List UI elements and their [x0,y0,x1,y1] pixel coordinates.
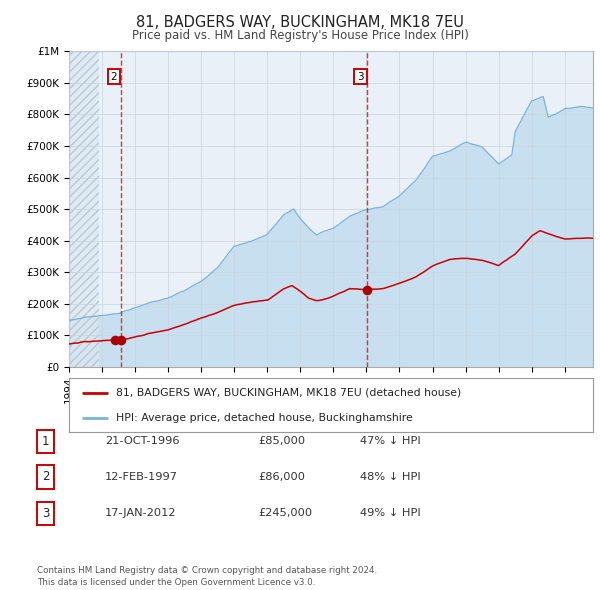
Text: 2: 2 [110,71,117,81]
Text: 81, BADGERS WAY, BUCKINGHAM, MK18 7EU (detached house): 81, BADGERS WAY, BUCKINGHAM, MK18 7EU (d… [116,388,461,398]
Text: 47% ↓ HPI: 47% ↓ HPI [360,437,421,446]
Text: 49% ↓ HPI: 49% ↓ HPI [360,509,421,518]
Text: HPI: Average price, detached house, Buckinghamshire: HPI: Average price, detached house, Buck… [116,414,413,423]
Text: Price paid vs. HM Land Registry's House Price Index (HPI): Price paid vs. HM Land Registry's House … [131,30,469,42]
Text: 81, BADGERS WAY, BUCKINGHAM, MK18 7EU: 81, BADGERS WAY, BUCKINGHAM, MK18 7EU [136,15,464,30]
Text: £85,000: £85,000 [258,437,305,446]
Point [116,335,125,345]
Text: 3: 3 [42,507,50,520]
Text: 1: 1 [42,435,50,448]
Text: £245,000: £245,000 [258,509,312,518]
Text: £86,000: £86,000 [258,472,305,481]
Text: Contains HM Land Registry data © Crown copyright and database right 2024.
This d: Contains HM Land Registry data © Crown c… [37,566,377,587]
Text: 21-OCT-1996: 21-OCT-1996 [105,437,179,446]
Text: 48% ↓ HPI: 48% ↓ HPI [360,472,421,481]
Text: 12-FEB-1997: 12-FEB-1997 [105,472,178,481]
Text: 17-JAN-2012: 17-JAN-2012 [105,509,176,518]
Point [110,336,120,345]
Text: 2: 2 [42,470,50,483]
Text: 3: 3 [358,71,364,81]
Point [362,285,372,294]
Bar [69,51,99,367]
